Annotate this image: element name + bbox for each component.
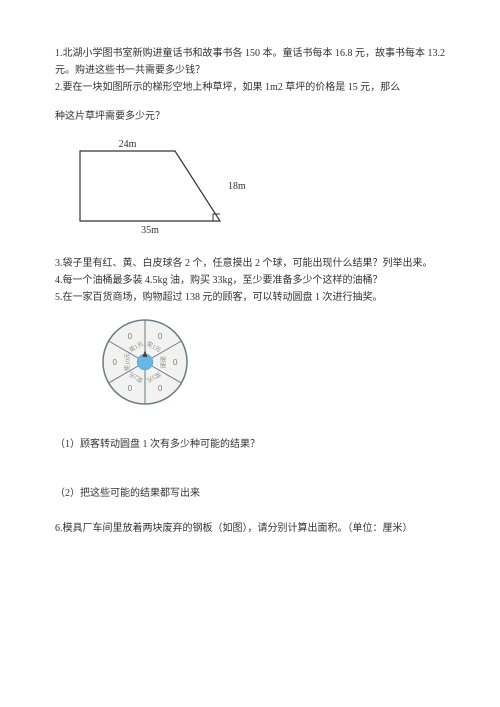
question-2-line1: 2.要在一块如图所示的梯形空地上种草坪，如果 1m2 草坪的价格是 15 元，那…	[55, 79, 445, 96]
svg-text:0: 0	[113, 358, 118, 367]
svg-text:35m: 35m	[141, 225, 159, 233]
question-6: 6.模具厂车间里放着两块废弃的钢板（如图），请分别计算出面积。（单位：厘米）	[55, 520, 445, 537]
question-1: 1.北湖小学图书室新购进童话书和故事书各 150 本。童话书每本 16.8 元，…	[55, 45, 445, 79]
svg-text:0: 0	[158, 332, 163, 341]
trapezoid-figure: 24m 18m 35m	[75, 133, 445, 239]
svg-text:18m: 18m	[228, 181, 245, 192]
question-5: 5.在一家百货商场，购物超过 138 元的顾客，可以转动圆盘 1 次进行抽奖。	[55, 289, 445, 306]
question-3: 3.袋子里有红、黄、白皮球各 2 个，任意摸出 2 个球，可能出现什么结果？列举…	[55, 255, 445, 272]
svg-text:0: 0	[158, 384, 163, 393]
svg-text:0: 0	[173, 358, 178, 367]
question-2-line2: 种这片草坪需要多少元？	[55, 108, 445, 125]
question-5-sub1: （1）顾客转动圆盘 1 次有多少种可能的结果？	[55, 436, 445, 453]
svg-text:奖10元: 奖10元	[123, 353, 131, 371]
question-4: 4.每一个油桶最多装 4.5kg 油，购买 33kg，至少要准备多少个这样的油桶…	[55, 272, 445, 289]
question-5-sub2: （2）把这些可能的结果都写出来	[55, 485, 445, 502]
svg-text:0: 0	[128, 384, 133, 393]
svg-text:0: 0	[128, 332, 133, 341]
svg-text:24m: 24m	[119, 139, 137, 150]
svg-text:谢谢: 谢谢	[159, 356, 167, 368]
spinner-figure: 0奖1元0谢谢0奖5元0奖2元0奖10元0奖1元	[95, 312, 445, 418]
